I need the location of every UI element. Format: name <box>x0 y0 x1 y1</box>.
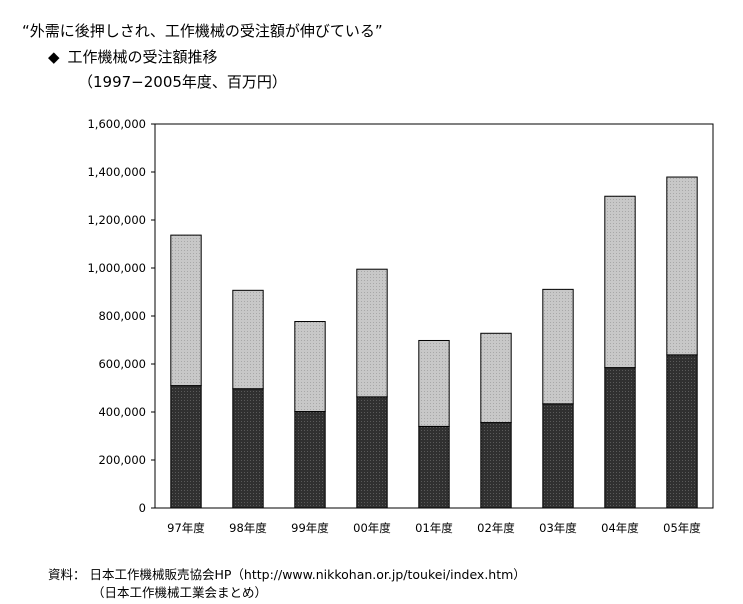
x-category-label: 98年度 <box>229 521 267 535</box>
x-category-label: 01年度 <box>415 521 453 535</box>
bar-upper-8 <box>666 176 698 356</box>
headline: “外需に後押しされ、工作機械の受注額が伸びている” <box>22 22 383 40</box>
y-tick-label: 200,000 <box>98 453 146 467</box>
y-tick-label: 1,400,000 <box>87 165 146 179</box>
y-tick-label: 1,000,000 <box>87 261 146 275</box>
chart-title: ◆ 工作機械の受注額推移 <box>48 46 218 67</box>
bar-lower-3 <box>356 396 388 509</box>
bar-upper-0 <box>170 234 202 387</box>
y-tick-label: 400,000 <box>98 405 146 419</box>
bar-lower-8 <box>666 354 698 509</box>
source-note-2: （日本工作機械工業会まとめ） <box>92 585 268 600</box>
source-note: 資料： 日本工作機械販売協会HP（http://www.nikkohan.or.… <box>48 567 526 582</box>
bar-upper-2 <box>294 321 326 413</box>
bar-upper-3 <box>356 268 388 398</box>
bar-upper-1 <box>232 289 264 390</box>
bar-lower-2 <box>294 411 326 509</box>
y-tick-label: 800,000 <box>98 309 146 323</box>
bar-lower-7 <box>604 367 636 509</box>
x-category-label: 99年度 <box>291 521 329 535</box>
bar-upper-6 <box>542 288 574 405</box>
bar-lower-5 <box>480 422 512 509</box>
bar-lower-4 <box>418 425 450 509</box>
x-category-label: 97年度 <box>167 521 205 535</box>
x-category-label: 02年度 <box>477 521 515 535</box>
bar-lower-1 <box>232 388 264 509</box>
bar-lower-0 <box>170 385 202 509</box>
x-category-label: 03年度 <box>539 521 577 535</box>
chart-period: （1997−2005年度、百万円） <box>78 73 287 91</box>
y-tick-label: 1,600,000 <box>87 117 146 131</box>
x-category-label: 00年度 <box>353 521 391 535</box>
bar-upper-5 <box>480 332 512 424</box>
chart-title-text: 工作機械の受注額推移 <box>67 48 218 66</box>
bar-upper-7 <box>604 195 636 369</box>
x-category-label: 05年度 <box>663 521 701 535</box>
x-category-label: 04年度 <box>601 521 639 535</box>
y-tick-label: 1,200,000 <box>87 213 146 227</box>
y-tick-label: 600,000 <box>98 357 146 371</box>
y-tick-label: 0 <box>139 501 146 515</box>
bar-lower-6 <box>542 403 574 509</box>
diamond-bullet-icon: ◆ <box>48 48 60 66</box>
bar-upper-4 <box>418 339 450 427</box>
